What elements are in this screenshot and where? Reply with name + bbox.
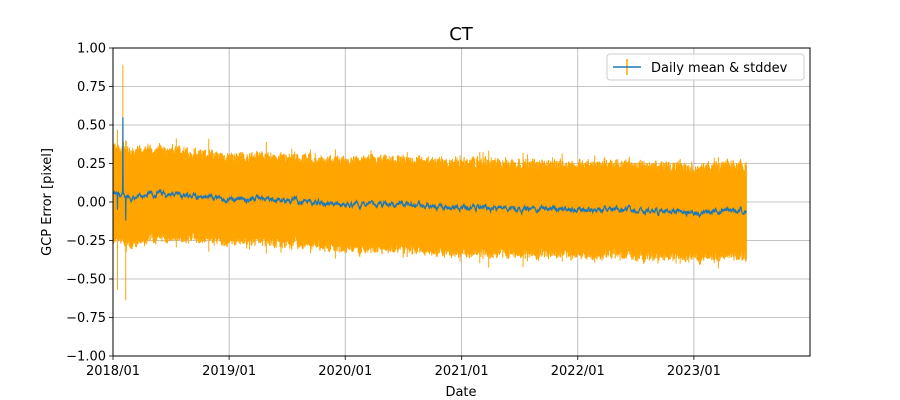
legend-box: [606, 53, 805, 81]
y-tick-label: 0.50: [77, 119, 106, 134]
x-tick-label: 2023/01: [667, 364, 721, 379]
y-axis: 1.00 0.75 0.50 0.25 0.00 −0.25 −0.50 −0.75 −1.00: [66, 42, 113, 365]
x-axis-label: Date: [445, 385, 476, 400]
y-tick-label: −1.00: [66, 350, 106, 365]
x-tick-label: 2021/01: [435, 364, 489, 379]
y-tick-label: 0.25: [77, 157, 106, 172]
x-tick-label: 2018/01: [86, 364, 140, 379]
y-tick-label: 1.00: [77, 42, 106, 57]
y-axis-label: GCP Error [pixel]: [40, 148, 55, 256]
mean-line: [112, 117, 747, 221]
x-tick-label: 2022/01: [551, 364, 605, 379]
legend-entry-label: Daily mean & stddev: [651, 61, 788, 76]
y-tick-label: 0.75: [77, 80, 106, 95]
y-tick-label: −0.50: [66, 273, 106, 288]
legend: Daily mean & stddev: [606, 53, 805, 81]
y-tick-label: 0.00: [77, 196, 106, 211]
y-tick-label: −0.25: [66, 234, 106, 249]
x-axis: 2018/01 2019/01 2020/01 2021/01 2022/01 2023/…: [86, 356, 721, 379]
chart-title: CT: [449, 24, 474, 45]
y-tick-label: −0.75: [66, 311, 106, 326]
x-tick-label: 2019/01: [202, 364, 256, 379]
x-tick-label: 2020/01: [318, 364, 372, 379]
mean-series: [112, 117, 747, 221]
